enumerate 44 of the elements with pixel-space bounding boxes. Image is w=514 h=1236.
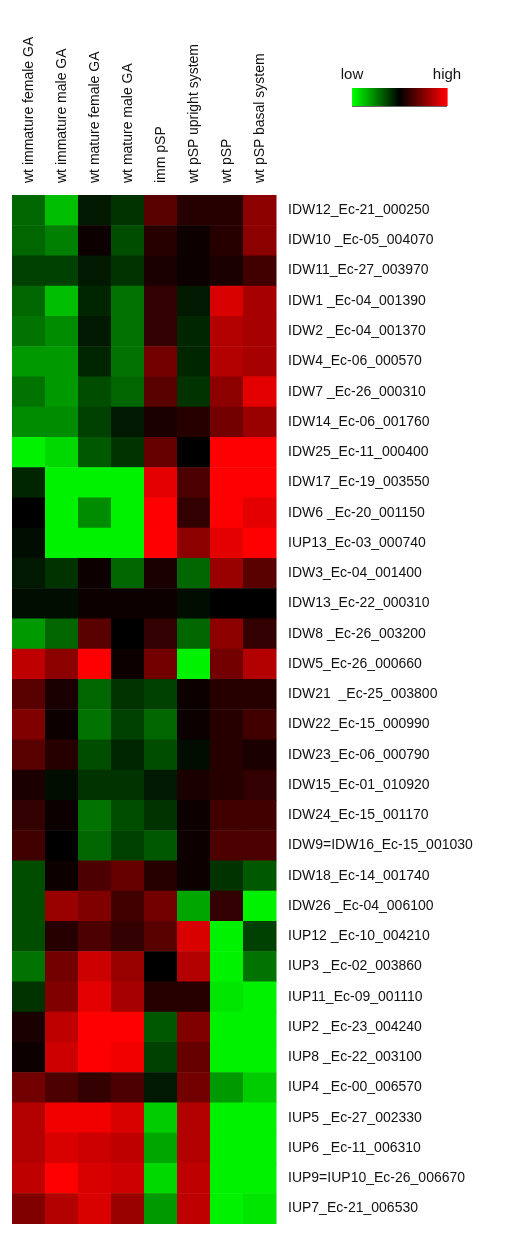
y-tick-label: IUP4 _Ec-00_006570 xyxy=(288,1078,423,1095)
y-tick-label: IDW15_Ec-01_010920 xyxy=(288,775,430,792)
y-tick-label: IUP7_Ec-21_006530 xyxy=(288,1199,419,1216)
y-tick-label: IDW26 _Ec-04_006100 xyxy=(288,896,434,913)
y-tick-label: IDW17_Ec-19_003550 xyxy=(288,473,430,490)
y-tick-label: IUP13_Ec-03_000740 xyxy=(288,533,426,550)
color-bar-label: high xyxy=(432,65,462,82)
y-tick-label: IUP9=IUP10_Ec-26_006670 xyxy=(288,1169,466,1186)
y-tick-label: IDW3_Ec-04_001400 xyxy=(288,564,423,581)
y-tick-label: IDW2 _Ec-04_001370 xyxy=(288,322,426,338)
x-tick-label: wt mature female GA xyxy=(85,50,102,184)
y-tick-label: IDW23_Ec-06_000790 xyxy=(288,745,430,762)
x-tick-label: wt mature male GA xyxy=(118,62,135,184)
y-tick-label: IDW13_Ec-22_000310 xyxy=(288,594,430,611)
y-tick-label: IDW14_Ec-06_001760 xyxy=(288,412,430,429)
x-tick-label: wt immature female GA xyxy=(19,36,36,184)
color-bar-label: low xyxy=(340,65,364,82)
x-tick-label: wt pSP upright system xyxy=(184,43,201,184)
y-tick-label: IUP3 _Ec-02_003860 xyxy=(288,957,423,974)
x-tick-label: wt pSP basal system xyxy=(250,53,267,184)
y-tick-label: IDW11_Ec-27_003970 xyxy=(288,261,429,278)
x-tick-label: wt immature male GA xyxy=(52,47,69,184)
y-tick-label: IDW25_Ec-11_000400 xyxy=(288,443,429,460)
y-tick-label: IDW24_Ec-15_001170 xyxy=(288,806,429,823)
y-tick-label: IDW12_Ec-21_000250 xyxy=(288,200,430,217)
x-tick-label: wt pSP xyxy=(217,138,234,184)
y-tick-label: IDW5_Ec-26_000660 xyxy=(288,654,423,671)
y-tick-label: IDW4_Ec-06_000570 xyxy=(288,352,423,369)
y-tick-label: IUP8 _Ec-22_003100 xyxy=(288,1048,423,1065)
y-tick-label: IDW21 _Ec-25_003800 xyxy=(288,685,438,702)
y-tick-label: IDW1 _Ec-04_001390 xyxy=(288,291,426,308)
y-tick-label: IUP5 _Ec-27_002330 xyxy=(288,1108,423,1125)
y-tick-label: IUP6 _Ec-11_006310 xyxy=(288,1138,422,1155)
y-tick-label: IDW9=IDW16_Ec-15_001030 xyxy=(288,836,474,853)
y-tick-label: IDW8 _Ec-26_003200 xyxy=(288,624,426,641)
y-tick-label: IDW10 _Ec-05_004070 xyxy=(288,231,434,248)
x-tick-label: imm pSP xyxy=(151,126,168,183)
y-tick-label: IDW7 _Ec-26_000310 xyxy=(288,382,426,399)
y-tick-label: IDW6 _Ec-20_001150 xyxy=(288,503,425,520)
y-tick-label: IUP2 _Ec-23_004240 xyxy=(288,1017,423,1034)
y-tick-label: IDW22_Ec-15_000990 xyxy=(288,715,430,732)
y-tick-label: IUP12 _Ec-10_004210 xyxy=(288,927,430,944)
y-tick-label: IDW18_Ec-14_001740 xyxy=(288,866,430,883)
y-tick-label: IUP11_Ec-09_001110 xyxy=(288,987,423,1004)
